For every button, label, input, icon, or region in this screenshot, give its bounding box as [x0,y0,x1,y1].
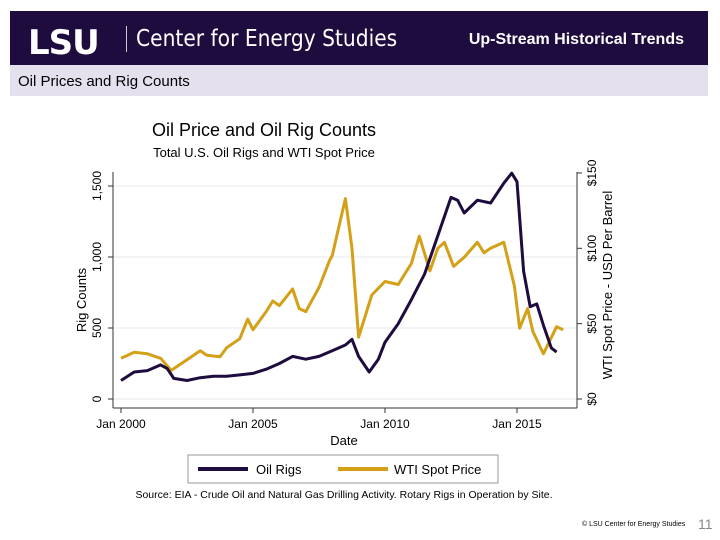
series-line-wti-spot-price [120,197,564,372]
y-tick-label: 1,000 [90,242,104,272]
logo-divider [126,26,127,52]
y2-tick-label: $50 [585,313,599,333]
x-axis-label: Date [330,433,357,448]
y2-tick-label: $150 [585,159,599,186]
x-tick-label: Jan 2005 [228,417,278,431]
slide-subtitle: Oil Prices and Rig Counts [18,73,190,90]
lsu-logo: LSU [28,23,100,63]
x-tick-label: Jan 2000 [96,417,146,431]
chart-source: Source: EIA - Crude Oil and Natural Gas … [135,489,552,501]
y-axis-label: Rig Counts [74,267,89,332]
y2-tick-label: $100 [585,235,599,262]
chart-container: Oil Price and Oil Rig Counts Total U.S. … [60,100,630,518]
chart-svg: Oil Price and Oil Rig Counts Total U.S. … [74,120,615,501]
series-line-oil-rigs [120,171,558,382]
subheader-bar: Oil Prices and Rig Counts [10,65,708,96]
y2-axis-label: WTI Spot Price - USD Per Barrel [600,191,615,380]
slide-header-title: Up-Stream Historical Trends [468,31,684,48]
y-tick-label: 1,500 [90,171,104,201]
legend: Oil Rigs WTI Spot Price [187,454,499,484]
header-banner: LSU Center for Energy Studies Up-Stream … [10,11,708,65]
chart-subtitle: Total U.S. Oil Rigs and WTI Spot Price [153,145,375,160]
legend-label-wti: WTI Spot Price [394,462,481,477]
x-tick-label: Jan 2015 [492,417,542,431]
chart-title: Oil Price and Oil Rig Counts [152,120,376,140]
y-tick-label: 0 [90,395,104,402]
y2-tick-label: $0 [585,392,599,406]
footer-copyright: © LSU Center for Energy Studies [582,521,686,528]
legend-label-oil-rigs: Oil Rigs [256,462,302,477]
page-number: 11 [698,516,713,532]
y-tick-label: 500 [90,318,104,338]
org-name: Center for Energy Studies [136,26,398,52]
x-tick-label: Jan 2010 [360,417,410,431]
